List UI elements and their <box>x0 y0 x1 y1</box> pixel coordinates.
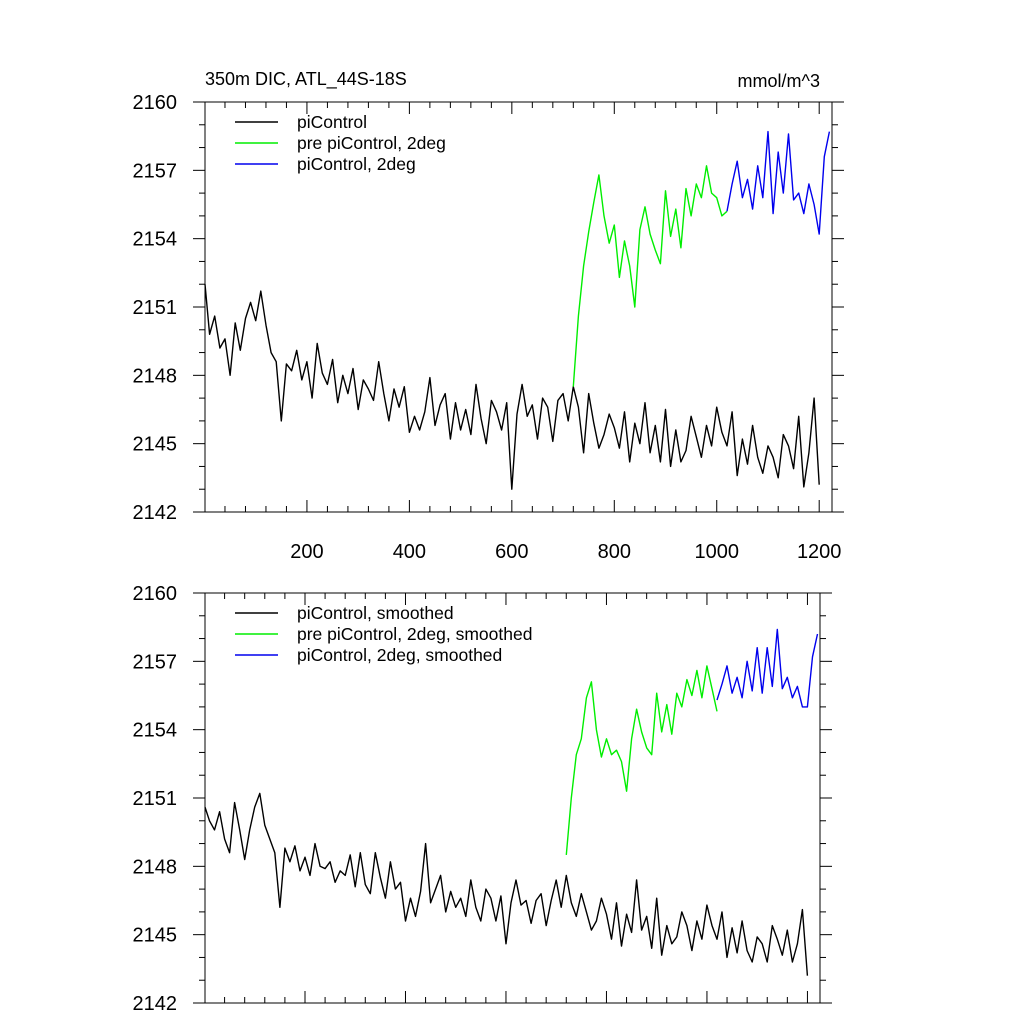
legend-label: piControl, 2deg, smoothed <box>297 645 502 665</box>
y-tick-label: 2157 <box>133 651 178 673</box>
series-line-picontrol-smoothed <box>204 792 809 976</box>
y-tick-label: 2151 <box>133 788 178 810</box>
x-tick-label: 600 <box>495 541 528 563</box>
y-tick-label: 2148 <box>133 365 178 387</box>
legend-label: piControl, 2deg <box>297 154 416 174</box>
series-line-picontrol <box>204 284 820 490</box>
x-tick-label: 400 <box>393 541 426 563</box>
y-tick-label: 2157 <box>133 160 178 182</box>
y-tick-label: 2154 <box>133 229 178 251</box>
series-line-pre-picontrol-2deg <box>572 165 728 387</box>
units-label: mmol/m^3 <box>738 71 820 91</box>
y-tick-label: 2148 <box>133 856 178 878</box>
y-tick-label: 2160 <box>133 92 178 114</box>
top-panel: 350m DIC, ATL_44S-18S mmol/m^3 200 400 600… <box>133 69 844 563</box>
y-tick-label: 2145 <box>133 925 178 947</box>
x-tick-label: 1200 <box>797 541 842 563</box>
panel-title: 350m DIC, ATL_44S-18S <box>205 69 407 90</box>
legend-label: piControl, smoothed <box>297 603 454 623</box>
y-tick-label: 2154 <box>133 720 178 742</box>
y-tick-label: 2151 <box>133 297 178 319</box>
series-line-pre-picontrol-2deg-smoothed <box>565 665 718 855</box>
y-tick-label: 2145 <box>133 434 178 456</box>
x-tick-label: 200 <box>290 541 323 563</box>
series-line-picontrol-2deg-smoothed <box>716 628 819 708</box>
y-tick-label: 2142 <box>133 502 178 524</box>
legend-label: piControl <box>297 112 367 132</box>
y-tick-label: 2160 <box>133 583 178 605</box>
x-tick-label: 1000 <box>694 541 739 563</box>
series-line-picontrol-2deg <box>726 130 831 235</box>
x-tick-label: 800 <box>598 541 631 563</box>
bottom-panel: 2142 2145 2148 2151 2154 2157 2160 piControl, s… <box>133 583 832 1015</box>
legend-label: pre piControl, 2deg <box>297 133 446 153</box>
y-tick-label: 2142 <box>133 993 178 1015</box>
legend-label: pre piControl, 2deg, smoothed <box>297 624 532 644</box>
